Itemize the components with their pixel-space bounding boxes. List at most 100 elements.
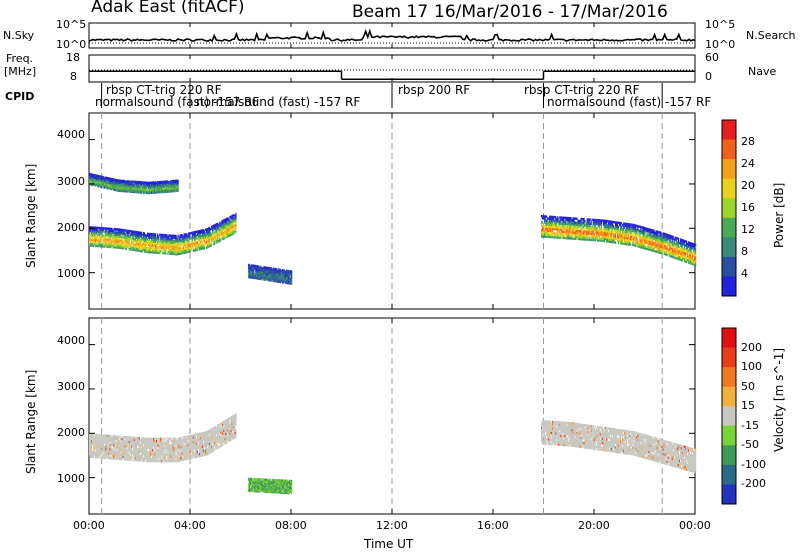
power-cell xyxy=(163,180,165,183)
power-cell xyxy=(150,247,152,250)
power-cell xyxy=(551,217,553,221)
power-cell xyxy=(121,228,123,232)
power-cell xyxy=(600,237,602,240)
power-cell xyxy=(621,228,623,231)
power-cell xyxy=(584,230,586,233)
power-cell xyxy=(174,238,176,241)
power-cell xyxy=(567,233,569,236)
power-cell xyxy=(579,221,581,225)
power-cell xyxy=(156,249,158,253)
power-cell xyxy=(200,247,203,250)
power-cell xyxy=(265,266,267,269)
power-cell xyxy=(671,247,673,250)
power-cell xyxy=(151,245,153,249)
power-cell xyxy=(579,219,581,223)
power-cell xyxy=(207,235,209,238)
velocity-cell xyxy=(140,450,143,453)
power-cell xyxy=(171,236,173,239)
power-cell xyxy=(571,231,573,234)
power-cell xyxy=(217,229,219,233)
velocity-cell xyxy=(146,459,148,463)
power-cell xyxy=(164,244,166,248)
power-cell xyxy=(645,229,647,232)
power-cell xyxy=(567,231,569,234)
power-cell xyxy=(109,233,111,236)
power-cell xyxy=(562,224,564,227)
power-cell xyxy=(636,232,638,236)
power-cell xyxy=(98,174,100,178)
velocity-cell xyxy=(164,442,166,445)
velocity-cell xyxy=(110,448,112,451)
power-cell xyxy=(636,224,638,228)
power-cell xyxy=(232,221,234,224)
power-cell xyxy=(606,224,608,227)
power-cell xyxy=(220,226,222,229)
velocity-cell xyxy=(118,451,120,454)
velocity-cell xyxy=(138,454,140,458)
power-cell xyxy=(96,228,98,231)
power-cell xyxy=(670,251,672,254)
power-cell xyxy=(669,252,671,256)
power-cell xyxy=(172,252,174,256)
power-cell xyxy=(555,236,557,239)
power-cell xyxy=(173,247,175,250)
power-cell xyxy=(576,229,578,232)
power-cell xyxy=(608,230,611,233)
power-cell xyxy=(96,239,98,242)
power-cell xyxy=(148,250,150,254)
cpid-lines xyxy=(101,83,663,514)
velocity-cell xyxy=(151,437,153,441)
power-cell xyxy=(136,238,138,241)
power-cell xyxy=(177,179,179,182)
power-cell xyxy=(617,221,619,224)
power-cell xyxy=(212,228,214,232)
power-cell xyxy=(672,243,674,247)
power-cell xyxy=(690,260,693,263)
power-cell xyxy=(188,245,190,248)
power-cell xyxy=(121,179,123,183)
power-cell xyxy=(94,235,96,238)
power-cell xyxy=(652,247,654,250)
power-cell xyxy=(219,223,221,226)
power-cell xyxy=(223,224,225,228)
velocity-panel-frame xyxy=(88,317,696,515)
power-cell xyxy=(143,248,146,251)
power-cell xyxy=(598,219,600,222)
velocity-cell xyxy=(163,442,165,445)
power-cell xyxy=(183,244,185,247)
power-cell xyxy=(234,215,236,218)
velocity-cell xyxy=(172,457,174,461)
power-cell xyxy=(166,234,168,237)
power-cell xyxy=(580,223,582,227)
power-cell xyxy=(167,180,169,183)
velocity-cell xyxy=(152,439,154,443)
power-cell xyxy=(287,269,290,273)
power-cell xyxy=(549,215,551,218)
velocity-cell xyxy=(160,457,162,461)
power-cell xyxy=(555,224,557,227)
power-cell xyxy=(146,243,148,246)
power-cell xyxy=(161,246,163,249)
power-cell xyxy=(251,265,253,268)
velocity-cell xyxy=(168,455,170,458)
power-cell xyxy=(541,223,543,226)
power-cell xyxy=(146,250,148,253)
power-cell xyxy=(231,214,233,218)
velocity-cell xyxy=(139,446,142,449)
power-cell xyxy=(231,233,233,236)
velocity-cell xyxy=(162,453,164,456)
power-cell xyxy=(138,249,140,252)
power-cell xyxy=(174,234,176,238)
power-cell xyxy=(686,257,689,260)
power-cell xyxy=(567,222,569,226)
power-cell xyxy=(188,234,190,237)
power-cell xyxy=(142,248,145,251)
velocity-cell xyxy=(142,446,145,449)
power-cell xyxy=(264,276,266,279)
velocity-cell xyxy=(171,457,173,461)
velocity-cell xyxy=(169,457,171,461)
power-cell xyxy=(250,275,252,278)
power-cell xyxy=(270,274,272,277)
power-cell xyxy=(679,242,681,245)
power-cell xyxy=(652,231,654,234)
